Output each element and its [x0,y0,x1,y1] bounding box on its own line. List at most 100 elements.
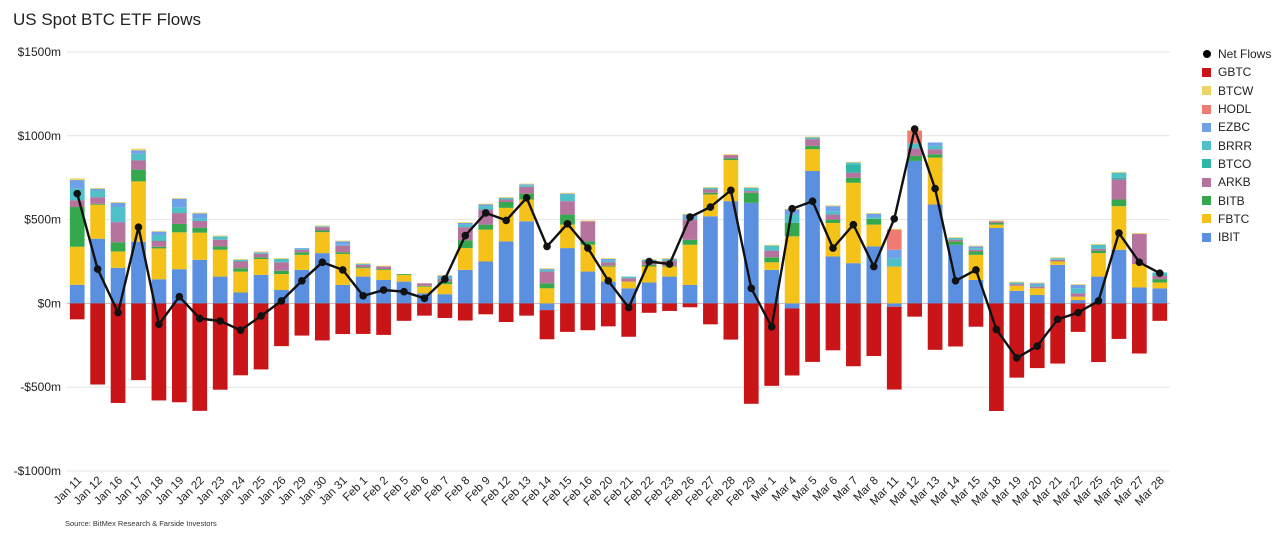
bar-segment-ezbc [294,248,310,249]
bar-segment-btcw [1050,257,1066,259]
bar-segment-arkb [805,139,820,146]
bar-segment-ezbc [886,249,902,259]
bar-segment-arkb [539,271,555,284]
bar-segment-bitb [703,192,718,195]
bar-segment-gbtc [1009,303,1025,378]
net-flows-point [73,189,82,198]
bar-segment-gbtc [151,303,167,401]
net-flows-point [236,326,245,335]
legend-swatch [1202,159,1211,169]
bar-segment-gbtc [314,303,330,341]
net-flows-point [1013,354,1021,362]
bar-segment-fbtc [294,254,310,270]
bar-segment-brrr [294,248,310,250]
bar-segment-arkb [355,264,371,268]
chart-title: US Spot BTC ETF Flows [13,10,201,29]
bar-segment-gbtc [968,303,984,327]
bar-segment-btcw [703,186,718,188]
net-flows-point [93,265,102,273]
legend-item: EZBC [1202,118,1271,136]
bar-segment-arkb [560,201,575,215]
net-flows-point [604,276,613,285]
bar-segment-fbtc [212,249,228,277]
bar-segment-ezbc [457,222,473,225]
bar-segment-ezbc [171,198,187,208]
bar-segment-gbtc [417,303,432,316]
legend-label: BTCW [1218,83,1254,98]
bar-segment-btcw [519,183,534,185]
legend-swatch [1202,214,1211,224]
bar-segment-fbtc [1070,296,1086,301]
bar-segment-gbtc [274,303,289,347]
bar-segment-btcw [989,220,1004,222]
net-flows-point [420,294,429,303]
bar-segment-brrr [519,185,534,187]
bar-segment-ezbc [151,231,167,236]
bar-segment-arkb [110,222,126,243]
bar-segment-ezbc [478,204,494,207]
bar-segment-btcw [314,225,330,227]
legend-item: ARKB [1202,173,1271,191]
net-flows-point [665,260,674,268]
net-flows-point [441,275,449,283]
bar-segment-gbtc [457,303,473,321]
net-flows-point [747,284,756,293]
bar-segment-ibit [682,284,698,304]
bar-segment-bitb [233,268,248,272]
bar-segment-arkb [723,155,739,159]
bar-segment-btcw [866,212,882,214]
bar-segment-btcw [968,245,984,247]
bar-segment-ibit [784,303,800,309]
bar-segment-arkb [600,262,616,266]
bar-segment-fbtc [989,224,1004,228]
bar-segment-btcw [825,205,841,207]
bar-segment-bitb [907,155,923,161]
bar-segment-bitb [764,257,780,263]
net-flows-point [338,266,347,274]
net-flows-point [624,303,633,312]
net-flows-point [257,312,265,320]
bar-segment-fbtc [90,204,105,239]
bar-segment-brrr [212,236,228,240]
bar-segment-fbtc [764,262,780,270]
bar-segment-gbtc [131,303,146,381]
bar-segment-fbtc [151,248,167,280]
bar-segment-brrr [805,137,820,140]
legend-label: FBTC [1218,211,1250,226]
bar-segment-ezbc [1070,284,1086,289]
bar-segment-btcw [1111,171,1127,173]
bar-segment-btcw [662,258,677,259]
bar-segment-brrr [233,259,248,262]
net-flows-point [277,297,286,305]
bar-segment-arkb [948,239,963,242]
bar-segment-brrr [355,264,371,265]
bar-segment-ibit [825,256,841,304]
bar-segment-ezbc [253,252,269,254]
bar-segment-bitb [846,177,861,183]
bar-segment-brrr [478,206,494,210]
bar-segment-bitb [989,222,1004,225]
bar-segment-ibit [1091,276,1106,304]
bar-segment-btcw [274,258,289,259]
legend-swatch [1202,86,1211,96]
bar-segment-fbtc [274,274,289,290]
bar-segment-btcw [171,197,187,199]
bar-segment-btcw [723,154,739,156]
net-flows-point [359,292,367,300]
bar-segment-ibit [1111,249,1127,304]
legend-item: FBTC [1202,210,1271,228]
bar-segment-ibit [1152,288,1168,304]
bar-segment-fbtc [69,246,85,285]
net-flows-line [76,127,1161,360]
net-flows-point [992,325,1001,334]
net-flows-point [155,320,163,329]
bar-segment-gbtc [69,303,85,320]
bar-segment-brrr [274,258,289,263]
bar-segment-gbtc [212,303,228,390]
bar-segment-fbtc [233,271,248,293]
bar-segment-btcw [600,258,616,259]
bar-segment-btcw [335,240,351,242]
net-flows-point [216,317,224,325]
net-flows-point [481,209,490,217]
bar-segment-fbtc [1132,264,1147,288]
